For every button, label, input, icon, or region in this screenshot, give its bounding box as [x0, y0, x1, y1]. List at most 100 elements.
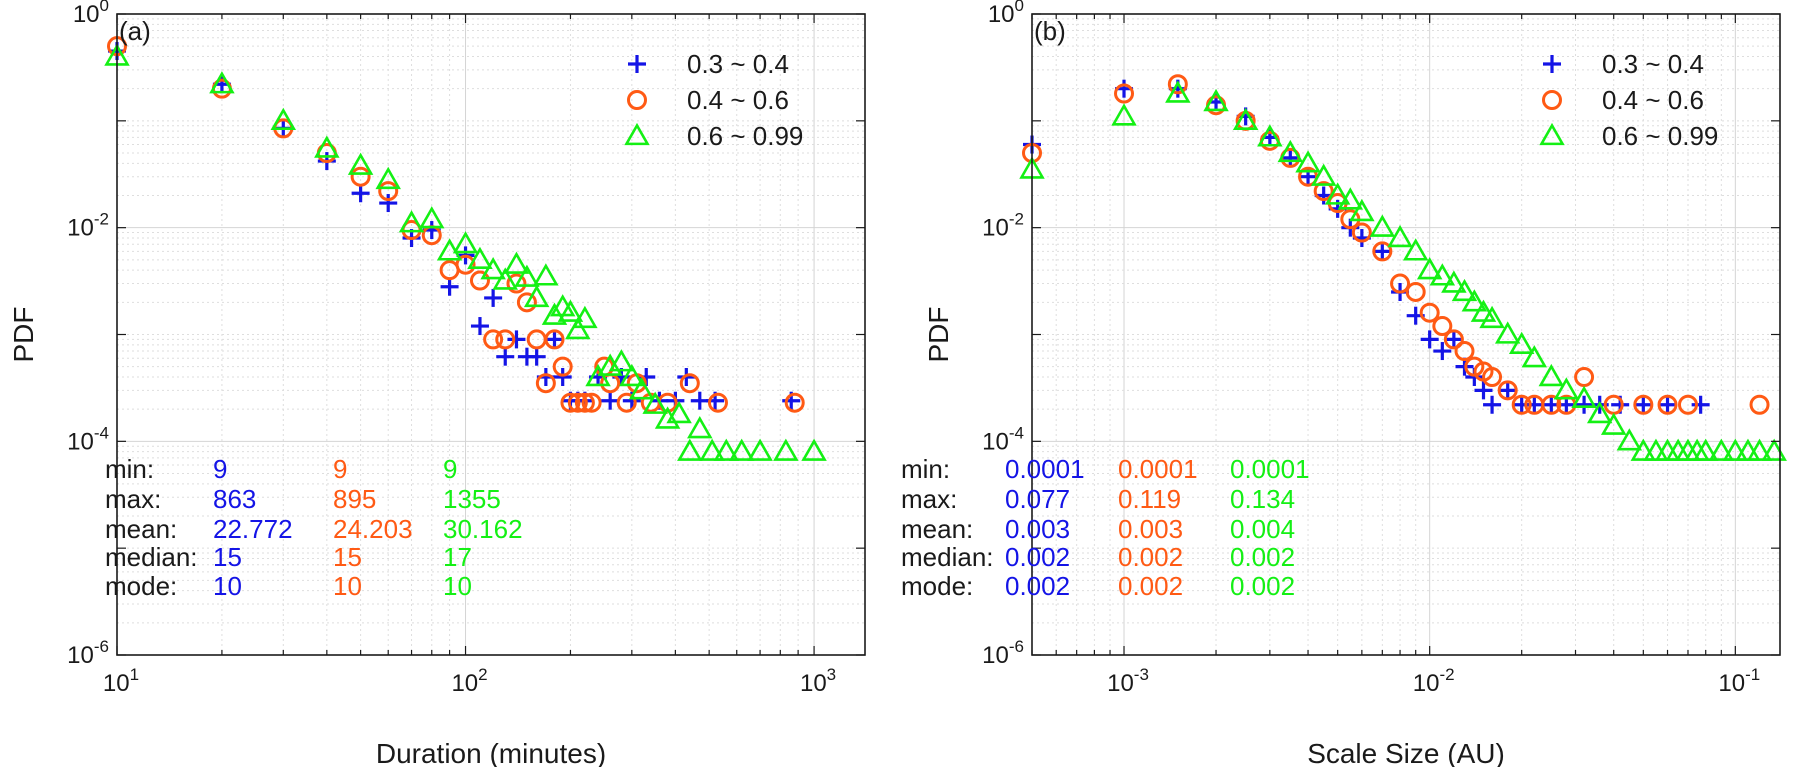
data-point [469, 270, 490, 291]
data-point [1479, 305, 1505, 329]
data-point [1494, 321, 1521, 344]
x-tick-label: 102 [451, 665, 487, 697]
data-point [209, 71, 235, 94]
legend-label: 0.6 ~ 0.99 [1602, 121, 1718, 151]
data-point [1483, 395, 1502, 414]
data-point [553, 368, 572, 387]
chart-panel-b: 10-3 10-2 10-1 10-6 10-4 10-2 100 Scale Size (A… [901, 0, 1787, 767]
data-point [574, 392, 595, 413]
x-axis-label: Duration (minutes) [376, 738, 606, 767]
stats-value: 9 [333, 454, 347, 484]
stats-row-label: max: [105, 484, 161, 514]
y-tick-label: 10-2 [67, 210, 109, 242]
data-point [699, 438, 725, 461]
y-tick-label: 10-6 [982, 637, 1024, 669]
data-point [545, 330, 564, 349]
data-point [480, 257, 506, 280]
stats-value: 0.002 [1005, 571, 1070, 601]
legend-marker [1539, 122, 1565, 146]
data-point [1521, 345, 1548, 368]
legend: 0.3 ~ 0.4 0.4 ~ 0.6 0.6 ~ 0.99 [624, 49, 803, 151]
data-point [597, 353, 623, 376]
y-tick-label: 10-6 [67, 637, 109, 669]
data-point [1405, 281, 1426, 302]
data-point [801, 438, 827, 461]
data-point [552, 356, 573, 377]
data-point [1351, 222, 1372, 243]
data-point [492, 267, 518, 290]
data-point [351, 184, 370, 203]
y-axis-label: PDF [8, 307, 39, 363]
ticks [116, 13, 865, 656]
data-point [1749, 394, 1770, 415]
stats-row-label: mean: [901, 514, 973, 544]
legend-marker [628, 55, 646, 73]
panel-label: (a) [119, 16, 151, 46]
data-point [375, 166, 401, 190]
data-point [1525, 395, 1544, 414]
x-tick-label: 103 [800, 665, 836, 697]
chart-panel-a: 101 102 103 10-6 10-4 10-2 100 Duration (minute… [8, 0, 866, 767]
data-point [1634, 395, 1653, 414]
stats-value: 0.003 [1118, 514, 1183, 544]
data-point [523, 284, 550, 308]
data-point [1600, 412, 1627, 435]
data-point [1616, 428, 1643, 451]
data-point [619, 363, 645, 387]
data-point [452, 231, 479, 254]
stats-value: 0.003 [1005, 514, 1070, 544]
data-point [1677, 394, 1698, 415]
data-point [1482, 367, 1503, 388]
data-point [1511, 394, 1532, 415]
data-point [1497, 380, 1518, 401]
stats-value: 0.002 [1005, 542, 1070, 572]
data-point [419, 206, 445, 229]
stats-value: 30.162 [443, 514, 523, 544]
legend-marker [624, 122, 650, 146]
stats-value: 10 [443, 571, 472, 601]
x-tick-labels: 10-3 10-2 10-1 [1107, 665, 1760, 697]
x-tick-label: 101 [103, 665, 139, 697]
stats-table: min:max:mean:median:mode:986322.77215109… [105, 454, 523, 601]
series-3 [1019, 80, 1787, 461]
y-tick-labels: 10-6 10-4 10-2 100 [67, 0, 109, 669]
data-point [628, 377, 655, 400]
data-point [1387, 224, 1413, 248]
stats-row-label: median: [901, 542, 994, 572]
data-point [1541, 394, 1562, 415]
data-point [654, 406, 681, 429]
data-point [1373, 242, 1392, 261]
stats-row-label: mode: [105, 571, 177, 601]
data-point [1429, 263, 1456, 286]
y-tick-labels: 10-6 10-4 10-2 100 [982, 0, 1024, 669]
x-tick-labels: 101 102 103 [103, 665, 836, 697]
stats-value: 0.004 [1230, 514, 1295, 544]
data-point [728, 438, 755, 461]
data-point [506, 273, 527, 294]
data-point [270, 107, 297, 131]
data-point [1708, 438, 1735, 461]
data-point [560, 392, 581, 413]
data-point [608, 349, 635, 372]
data-point [1111, 103, 1137, 126]
data-point [773, 438, 799, 461]
data-point [398, 210, 425, 233]
data-point [503, 251, 530, 274]
data-point [581, 392, 602, 413]
stats-value: 0.002 [1118, 571, 1183, 601]
data-point [1586, 400, 1613, 424]
data-point [1419, 302, 1440, 323]
data-point [707, 392, 728, 413]
legend-marker [627, 90, 647, 110]
stats-value: 0.119 [1118, 484, 1181, 514]
data-point [379, 194, 398, 213]
data-point [1232, 107, 1259, 131]
stats-value: 895 [333, 484, 376, 514]
stats-row-label: mean: [105, 514, 177, 544]
data-point [1451, 278, 1478, 302]
legend-label: 0.4 ~ 0.6 [687, 85, 789, 115]
legend-label: 0.4 ~ 0.6 [1602, 85, 1704, 115]
stats-value: 863 [213, 484, 256, 514]
data-point [557, 299, 584, 322]
